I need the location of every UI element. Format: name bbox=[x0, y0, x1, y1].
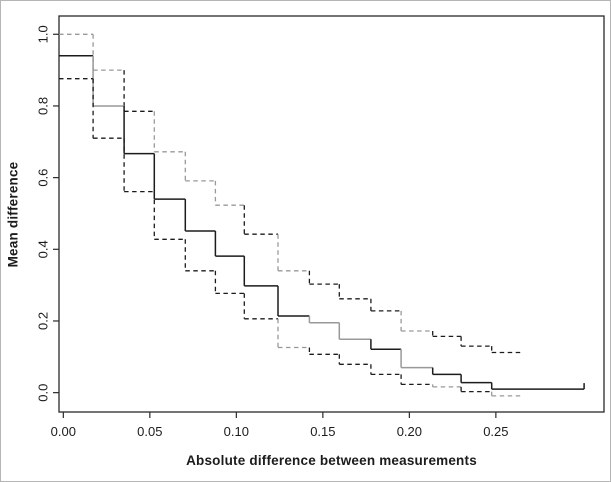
mean-difference-estimate-curve bbox=[59, 55, 585, 390]
lower-95ci-band-segment bbox=[243, 293, 278, 320]
mean-difference-estimate-segment bbox=[338, 322, 371, 341]
y-tick-label: 0.2 bbox=[35, 312, 50, 330]
lower-95ci-band-segment bbox=[370, 364, 402, 376]
lower-95ci-band-segment bbox=[123, 138, 155, 193]
mean-difference-estimate-segment bbox=[431, 367, 462, 376]
y-tick-label: 0.0 bbox=[35, 384, 50, 402]
x-tick-label: 0.00 bbox=[51, 424, 76, 439]
x-tick-label: 0.20 bbox=[397, 424, 422, 439]
lower-95ci-band-segment bbox=[491, 391, 523, 397]
lower-95ci-band-segment bbox=[277, 318, 310, 349]
mean-difference-estimate-segment bbox=[400, 349, 433, 369]
upper-95ci-band-segment bbox=[243, 205, 278, 235]
lower-95ci-band-segment bbox=[153, 191, 186, 240]
mean-difference-estimate-segment bbox=[123, 106, 155, 155]
mean-difference-estimate-segment bbox=[92, 55, 125, 107]
upper-95ci-band-segment bbox=[370, 298, 402, 312]
y-axis-label: Mean difference bbox=[5, 161, 21, 268]
lower-95ci-band-segment bbox=[432, 384, 462, 388]
x-tick-label: 0.15 bbox=[310, 424, 335, 439]
upper-95ci-band-segment bbox=[338, 284, 371, 300]
y-tick-label: 1.0 bbox=[35, 25, 50, 43]
lower-95ci-band-segment bbox=[308, 347, 340, 355]
mean-difference-estimate-segment bbox=[490, 382, 585, 390]
upper-95ci-band-segment bbox=[308, 270, 340, 285]
x-tick-label: 0.10 bbox=[224, 424, 249, 439]
upper-95ci-band-curve bbox=[59, 33, 523, 354]
lower-95ci-band-segment bbox=[184, 239, 216, 272]
mean-difference-estimate-segment bbox=[184, 199, 216, 232]
lower-95ci-band-segment bbox=[400, 374, 433, 386]
upper-95ci-band-segment bbox=[92, 34, 125, 71]
upper-95ci-band-segment bbox=[277, 234, 310, 272]
y-tick-label: 0.8 bbox=[35, 97, 50, 115]
lower-95ci-band-segment bbox=[214, 270, 245, 295]
mean-difference-estimate-segment bbox=[277, 285, 310, 317]
lower-95ci-band-segment bbox=[92, 78, 125, 139]
mean-difference-estimate-segment bbox=[460, 374, 492, 384]
upper-95ci-band-segment bbox=[123, 70, 155, 112]
upper-95ci-band-segment bbox=[460, 336, 492, 347]
upper-95ci-band-segment bbox=[153, 111, 186, 153]
mean-difference-estimate-segment bbox=[214, 231, 245, 257]
mean-difference-estimate-segment bbox=[370, 339, 402, 351]
x-axis-label: Absolute difference between measurements bbox=[186, 453, 477, 468]
mean-difference-estimate-segment bbox=[308, 316, 340, 324]
upper-95ci-band-segment bbox=[214, 180, 245, 206]
lower-95ci-band-segment bbox=[460, 386, 492, 393]
mean-difference-estimate-segment bbox=[243, 256, 278, 287]
lower-95ci-band-curve bbox=[59, 78, 523, 397]
upper-95ci-band-segment bbox=[400, 310, 433, 332]
upper-95ci-band-segment bbox=[432, 331, 462, 338]
upper-95ci-band-segment bbox=[184, 151, 216, 182]
y-tick-label: 0.4 bbox=[35, 240, 50, 258]
lower-95ci-band-segment bbox=[338, 354, 371, 365]
x-tick-label: 0.05 bbox=[137, 424, 162, 439]
x-tick-label: 0.25 bbox=[483, 424, 508, 439]
mean-difference-estimate-segment bbox=[153, 153, 186, 200]
plot-border-box bbox=[58, 15, 605, 413]
y-tick-label: 0.6 bbox=[35, 169, 50, 187]
upper-95ci-band-segment bbox=[491, 346, 523, 354]
